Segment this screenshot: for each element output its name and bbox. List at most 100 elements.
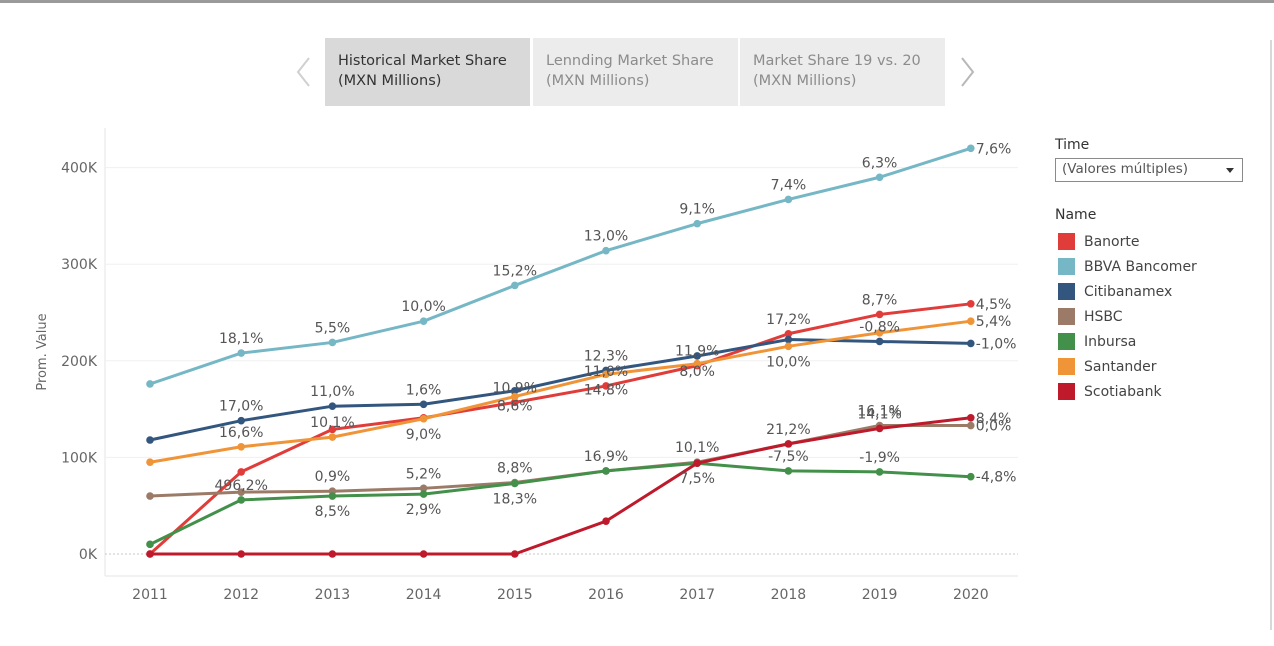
series-line[interactable] xyxy=(150,416,971,556)
legend-label: Citibanamex xyxy=(1084,283,1173,300)
series-line[interactable] xyxy=(149,338,971,442)
legend-item[interactable]: Citibanamex xyxy=(1055,279,1245,304)
data-point[interactable] xyxy=(146,492,154,500)
data-point[interactable] xyxy=(602,382,610,390)
data-label: 7,4% xyxy=(771,177,807,193)
data-point[interactable] xyxy=(602,517,610,525)
data-point[interactable] xyxy=(693,359,701,368)
data-point[interactable] xyxy=(237,349,245,357)
data-point[interactable] xyxy=(328,492,337,500)
series-line[interactable] xyxy=(148,302,971,556)
data-point[interactable] xyxy=(328,402,337,411)
legend-item[interactable]: Scotiabank xyxy=(1055,379,1245,404)
data-point[interactable] xyxy=(146,380,154,388)
series-line[interactable] xyxy=(149,146,972,386)
y-axis-label: Prom. Value xyxy=(35,313,50,390)
data-point[interactable] xyxy=(328,425,337,434)
legend-item[interactable]: Inbursa xyxy=(1055,329,1245,354)
data-point[interactable] xyxy=(237,550,245,558)
data-point[interactable] xyxy=(967,317,975,325)
data-point[interactable] xyxy=(419,484,428,493)
top-border xyxy=(0,0,1274,3)
data-point[interactable] xyxy=(237,488,245,496)
data-point[interactable] xyxy=(237,442,245,451)
data-point[interactable] xyxy=(875,328,884,337)
data-point[interactable] xyxy=(146,436,154,444)
data-point[interactable] xyxy=(967,472,975,481)
data-label: 8,4% xyxy=(976,411,1012,427)
data-point[interactable] xyxy=(967,413,975,422)
data-point[interactable] xyxy=(419,317,428,325)
x-tick-label: 2020 xyxy=(953,587,989,603)
data-point[interactable] xyxy=(328,433,337,441)
data-point[interactable] xyxy=(875,337,884,346)
data-label: 5,2% xyxy=(406,466,442,482)
data-point[interactable] xyxy=(419,400,428,409)
data-point[interactable] xyxy=(693,352,701,360)
data-point[interactable] xyxy=(602,370,610,379)
series-line[interactable] xyxy=(149,424,971,498)
series-line[interactable] xyxy=(149,461,971,546)
data-point[interactable] xyxy=(602,467,610,475)
data-label: 7,6% xyxy=(976,141,1012,157)
legend-swatch xyxy=(1058,333,1075,350)
legend-item[interactable]: Banorte xyxy=(1055,229,1245,254)
data-point[interactable] xyxy=(875,424,884,433)
previous-tab-arrow-icon[interactable] xyxy=(290,52,318,92)
data-point[interactable] xyxy=(784,335,793,344)
data-point[interactable] xyxy=(328,550,337,558)
series-line[interactable] xyxy=(149,319,971,464)
data-point[interactable] xyxy=(967,300,975,308)
data-label: 10,9% xyxy=(493,380,537,396)
data-point[interactable] xyxy=(784,440,793,448)
time-filter-label: Time xyxy=(1055,137,1090,153)
data-point[interactable] xyxy=(784,467,793,475)
data-point[interactable] xyxy=(511,479,519,488)
data-point[interactable] xyxy=(511,392,519,401)
legend-swatch xyxy=(1058,383,1075,400)
data-point[interactable] xyxy=(967,144,975,153)
data-point[interactable] xyxy=(511,550,519,558)
data-point[interactable] xyxy=(875,173,884,182)
data-label: 15,2% xyxy=(493,263,537,279)
data-point[interactable] xyxy=(602,246,610,255)
data-point[interactable] xyxy=(875,468,884,476)
legend-item[interactable]: BBVA Bancomer xyxy=(1055,254,1245,279)
data-label: -0,8% xyxy=(859,319,900,335)
next-tab-arrow-icon[interactable] xyxy=(954,52,982,92)
data-point[interactable] xyxy=(784,342,793,351)
data-point[interactable] xyxy=(511,281,519,290)
data-point[interactable] xyxy=(693,219,701,228)
data-point[interactable] xyxy=(237,468,245,476)
tab-market-share-19-vs-20[interactable]: Market Share 19 vs. 20 (MXN Millions) xyxy=(740,38,945,106)
time-dropdown[interactable]: (Valores múltiples) xyxy=(1055,158,1243,182)
data-point[interactable] xyxy=(693,459,701,467)
data-point[interactable] xyxy=(511,398,519,407)
data-label: 18,3% xyxy=(493,491,537,507)
data-label: -4,8% xyxy=(976,470,1017,486)
data-point[interactable] xyxy=(419,414,428,423)
legend-item[interactable]: Santander xyxy=(1055,354,1245,379)
x-tick-label: 2015 xyxy=(497,587,533,603)
data-point[interactable] xyxy=(967,421,975,430)
data-label: 0,9% xyxy=(315,469,351,485)
data-point[interactable] xyxy=(967,339,975,348)
data-point[interactable] xyxy=(146,550,154,558)
data-point[interactable] xyxy=(875,310,884,319)
data-point[interactable] xyxy=(784,195,793,204)
data-point[interactable] xyxy=(419,550,428,558)
tab-lending-market-share[interactable]: Lennding Market Share (MXN Millions) xyxy=(533,38,738,106)
data-label: 0,0% xyxy=(976,419,1012,435)
data-point[interactable] xyxy=(511,386,519,395)
legend-item[interactable]: HSBC xyxy=(1055,304,1245,329)
legend-swatch xyxy=(1058,233,1075,250)
data-label: 11,0% xyxy=(584,364,628,380)
tab-historical-market-share[interactable]: Historical Market Share (MXN Millions) xyxy=(325,38,530,106)
data-point[interactable] xyxy=(146,458,154,467)
data-point[interactable] xyxy=(328,338,337,347)
data-point[interactable] xyxy=(419,490,428,498)
data-point[interactable] xyxy=(237,496,245,504)
data-point[interactable] xyxy=(146,540,154,549)
data-point[interactable] xyxy=(237,416,245,425)
data-point[interactable] xyxy=(784,329,793,338)
